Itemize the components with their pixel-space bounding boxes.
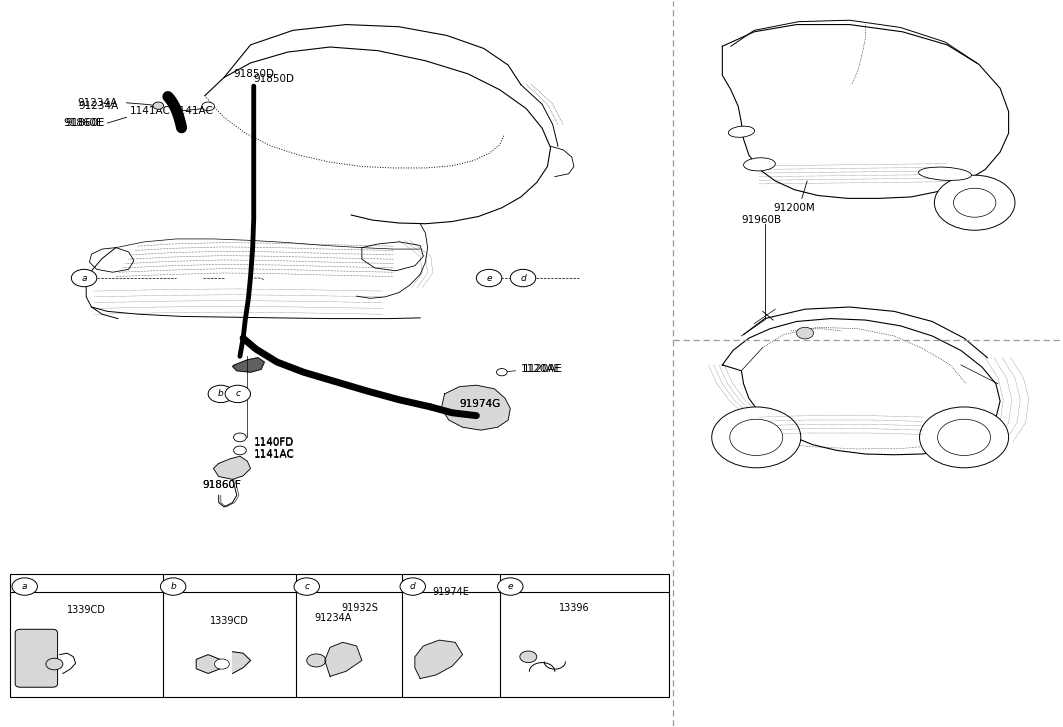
Text: 91860F: 91860F <box>203 480 241 490</box>
Circle shape <box>12 578 37 595</box>
Circle shape <box>208 385 234 403</box>
Text: 1140FD: 1140FD <box>254 438 294 448</box>
Circle shape <box>938 419 991 456</box>
Text: 91974E: 91974E <box>433 587 470 597</box>
Text: 91860E: 91860E <box>65 118 104 128</box>
Circle shape <box>476 269 502 286</box>
Ellipse shape <box>744 158 775 171</box>
Text: 1141AC: 1141AC <box>173 106 214 116</box>
Text: d: d <box>520 273 526 283</box>
Circle shape <box>153 102 164 109</box>
Text: 91960B: 91960B <box>741 215 781 225</box>
Circle shape <box>919 407 1009 467</box>
Polygon shape <box>325 643 361 676</box>
Circle shape <box>225 385 251 403</box>
Text: 91850D: 91850D <box>254 74 294 84</box>
Circle shape <box>520 651 537 662</box>
Polygon shape <box>415 640 462 678</box>
Circle shape <box>215 659 230 669</box>
Polygon shape <box>233 358 265 372</box>
Circle shape <box>71 269 97 286</box>
Circle shape <box>294 578 320 595</box>
Text: a: a <box>22 582 28 591</box>
Text: 91860E: 91860E <box>63 118 102 128</box>
Polygon shape <box>233 651 251 673</box>
Text: 91234A: 91234A <box>79 100 119 111</box>
Circle shape <box>400 578 425 595</box>
Circle shape <box>730 419 782 456</box>
Circle shape <box>496 369 507 376</box>
Circle shape <box>234 433 247 442</box>
Text: b: b <box>218 390 223 398</box>
Text: 91974G: 91974G <box>459 399 501 409</box>
Text: 91234A: 91234A <box>315 614 352 624</box>
Circle shape <box>497 578 523 595</box>
Text: 91974G: 91974G <box>459 399 501 409</box>
Text: 91932S: 91932S <box>341 603 378 613</box>
FancyBboxPatch shape <box>15 630 57 687</box>
Text: 1141AC: 1141AC <box>254 451 294 460</box>
Text: 1141AC: 1141AC <box>254 449 294 459</box>
Ellipse shape <box>918 167 972 180</box>
Ellipse shape <box>728 126 755 137</box>
Text: 1339CD: 1339CD <box>67 605 105 615</box>
Text: 1120AE: 1120AE <box>523 364 563 374</box>
Polygon shape <box>441 385 510 430</box>
Circle shape <box>510 269 536 286</box>
Text: b: b <box>170 582 176 591</box>
Text: 1120AE: 1120AE <box>521 364 561 374</box>
Circle shape <box>234 446 247 455</box>
Text: 1339CD: 1339CD <box>209 616 249 626</box>
Circle shape <box>712 407 800 467</box>
Circle shape <box>954 188 996 217</box>
Text: 1141AC: 1141AC <box>130 106 171 116</box>
Circle shape <box>796 327 813 339</box>
Text: 91234A: 91234A <box>78 97 118 108</box>
Text: c: c <box>235 390 240 398</box>
Polygon shape <box>214 457 251 479</box>
Text: 91860F: 91860F <box>203 480 241 490</box>
Text: a: a <box>82 273 87 283</box>
Circle shape <box>934 175 1015 230</box>
Text: 13396: 13396 <box>558 603 589 613</box>
Circle shape <box>46 658 63 670</box>
Text: 91850D: 91850D <box>233 69 274 79</box>
Text: e: e <box>487 273 492 283</box>
Text: 91200M: 91200M <box>774 203 815 213</box>
Text: e: e <box>507 582 513 591</box>
Circle shape <box>307 654 326 667</box>
Text: 1140FD: 1140FD <box>254 437 294 446</box>
Circle shape <box>161 578 186 595</box>
Text: d: d <box>410 582 416 591</box>
Bar <box>10 574 670 696</box>
Text: c: c <box>304 582 309 591</box>
Circle shape <box>202 102 215 111</box>
